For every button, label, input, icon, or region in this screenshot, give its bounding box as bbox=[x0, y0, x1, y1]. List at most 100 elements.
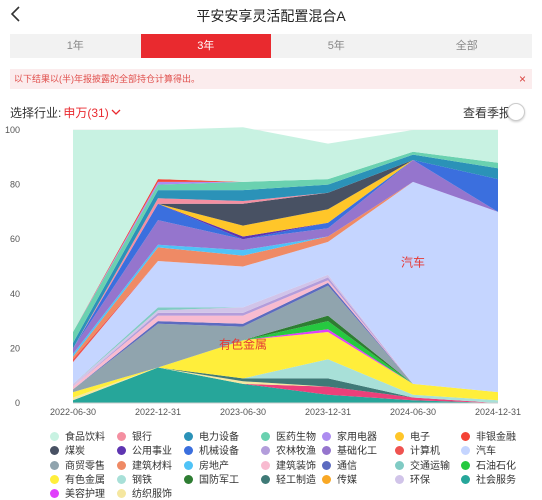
industry-select-value: 申万(31) bbox=[63, 106, 109, 120]
legend-dot-icon bbox=[261, 474, 270, 484]
legend-item[interactable]: 美容护理 bbox=[50, 489, 105, 500]
area-series-25 bbox=[73, 154, 498, 349]
area-series-5 bbox=[73, 332, 498, 401]
legend-dot-icon bbox=[322, 446, 331, 456]
legend-item[interactable]: 公用事业 bbox=[117, 446, 172, 458]
legend-item[interactable]: 环保 bbox=[395, 474, 430, 487]
legend-label: 国防军工 bbox=[199, 474, 239, 486]
chart-annotation: 有色金属 bbox=[219, 336, 267, 351]
legend-label: 电力设备 bbox=[199, 432, 239, 443]
legend-item[interactable]: 国防军工 bbox=[184, 474, 239, 487]
tab-1-year[interactable]: 1年 bbox=[66, 40, 84, 52]
legend-item[interactable]: 通信 bbox=[322, 460, 357, 473]
legend-label: 有色金属 bbox=[65, 474, 105, 486]
legend-dot-icon bbox=[322, 432, 331, 441]
legend-dot-icon bbox=[50, 446, 59, 456]
tab-3-year[interactable]: 3年 bbox=[140, 34, 271, 58]
legend-item[interactable]: 食品饮料 bbox=[50, 432, 105, 444]
legend-dot-icon bbox=[395, 460, 404, 470]
x-tick-label: 2023-12-31 bbox=[305, 407, 351, 417]
area-series-2 bbox=[73, 367, 498, 403]
legend-label: 美容护理 bbox=[65, 489, 105, 500]
tab-5-year[interactable]: 5年 bbox=[327, 40, 345, 52]
legend-item[interactable]: 电子 bbox=[395, 432, 430, 444]
x-tick-label: 2022-06-30 bbox=[50, 407, 96, 417]
y-tick-label: 40 bbox=[10, 289, 20, 299]
legend-item[interactable]: 家用电器 bbox=[322, 432, 377, 444]
legend-dot-icon bbox=[117, 460, 126, 470]
legend-dot-icon bbox=[461, 446, 470, 456]
season-report-label: 查看季报 bbox=[463, 106, 512, 120]
legend-item[interactable]: 社会服务 bbox=[461, 474, 516, 487]
legend-dot-icon bbox=[261, 460, 270, 470]
x-tick-label: 2024-12-31 bbox=[475, 407, 521, 417]
legend-label: 环保 bbox=[410, 474, 430, 486]
legend-dot-icon bbox=[184, 446, 193, 456]
legend-label: 轻工制造 bbox=[276, 474, 316, 486]
legend-item[interactable]: 纺织服饰 bbox=[117, 489, 172, 500]
legend-dot-icon bbox=[461, 474, 470, 484]
chevron-down-icon bbox=[111, 109, 121, 115]
legend-dot-icon bbox=[322, 474, 331, 484]
legend-item[interactable]: 轻工制造 bbox=[261, 474, 316, 487]
industry-select[interactable]: 申万(31) bbox=[63, 106, 121, 120]
y-tick-label: 60 bbox=[10, 234, 20, 244]
legend-item[interactable]: 有色金属 bbox=[50, 474, 105, 487]
close-icon[interactable]: × bbox=[518, 72, 526, 86]
back-arrow-icon[interactable] bbox=[6, 4, 26, 24]
area-series-29 bbox=[73, 127, 498, 332]
period-tabs: 1年 3年 5年 全部 bbox=[10, 34, 532, 58]
legend-item[interactable]: 建筑材料 bbox=[117, 460, 172, 473]
legend-label: 基础化工 bbox=[337, 446, 377, 458]
legend-item[interactable]: 商贸零售 bbox=[50, 460, 105, 473]
notice-banner: 以下结果以(半)年报披露的全部持仓计算得出。 × bbox=[10, 69, 532, 89]
legend-dot-icon bbox=[261, 446, 270, 456]
area-series-11 bbox=[73, 280, 498, 393]
y-tick-label: 20 bbox=[10, 343, 20, 353]
legend-label: 食品饮料 bbox=[65, 432, 105, 443]
legend-item[interactable]: 计算机 bbox=[395, 446, 440, 458]
legend-label: 传媒 bbox=[337, 474, 357, 486]
legend-label: 商贸零售 bbox=[65, 460, 105, 472]
legend-item[interactable]: 房地产 bbox=[184, 460, 229, 473]
legend-item[interactable]: 电力设备 bbox=[184, 432, 239, 444]
legend-dot-icon bbox=[395, 446, 404, 456]
notice-text: 以下结果以(半)年报披露的全部持仓计算得出。 bbox=[14, 74, 200, 84]
legend-item[interactable]: 非银金融 bbox=[461, 432, 516, 444]
legend-label: 建筑装饰 bbox=[276, 460, 316, 472]
header-bar: 平安安享灵活配置混合A bbox=[0, 0, 542, 30]
legend-label: 通信 bbox=[337, 460, 357, 472]
legend-label: 计算机 bbox=[410, 446, 440, 458]
y-tick-label: 0 bbox=[15, 398, 20, 408]
legend-label: 社会服务 bbox=[476, 474, 516, 486]
legend-item[interactable]: 传媒 bbox=[322, 474, 357, 487]
legend-label: 交通运输 bbox=[410, 460, 450, 472]
legend-item[interactable]: 机械设备 bbox=[184, 446, 239, 458]
legend-item[interactable]: 钢铁 bbox=[117, 474, 152, 487]
legend-item[interactable]: 银行 bbox=[117, 432, 152, 444]
legend-item[interactable]: 建筑装饰 bbox=[261, 460, 316, 473]
legend-dot-icon bbox=[117, 432, 126, 441]
x-tick-label: 2022-12-31 bbox=[135, 407, 181, 417]
area-series-15 bbox=[73, 181, 498, 393]
legend-item[interactable]: 医药生物 bbox=[261, 432, 316, 444]
legend-item[interactable]: 农林牧渔 bbox=[261, 446, 316, 458]
tab-all[interactable]: 全部 bbox=[455, 40, 478, 52]
legend-dot-icon bbox=[461, 432, 470, 441]
legend-item[interactable]: 交通运输 bbox=[395, 460, 450, 473]
y-tick-label: 80 bbox=[10, 180, 20, 190]
legend-label: 机械设备 bbox=[199, 446, 239, 458]
season-report-toggle[interactable] bbox=[507, 103, 525, 121]
legend-dot-icon bbox=[50, 460, 59, 470]
legend-dot-icon bbox=[261, 432, 270, 441]
legend-label: 农林牧渔 bbox=[276, 446, 316, 458]
legend-label: 银行 bbox=[132, 432, 152, 443]
legend-item[interactable]: 基础化工 bbox=[322, 446, 377, 458]
legend-item[interactable]: 煤炭 bbox=[50, 446, 85, 458]
x-tick-label: 2023-06-30 bbox=[220, 407, 266, 417]
legend-item[interactable]: 石油石化 bbox=[461, 460, 516, 473]
area-series-9 bbox=[73, 285, 498, 393]
legend-item[interactable]: 汽车 bbox=[461, 446, 496, 458]
area-series-10 bbox=[73, 282, 498, 393]
legend-label: 煤炭 bbox=[65, 446, 85, 458]
